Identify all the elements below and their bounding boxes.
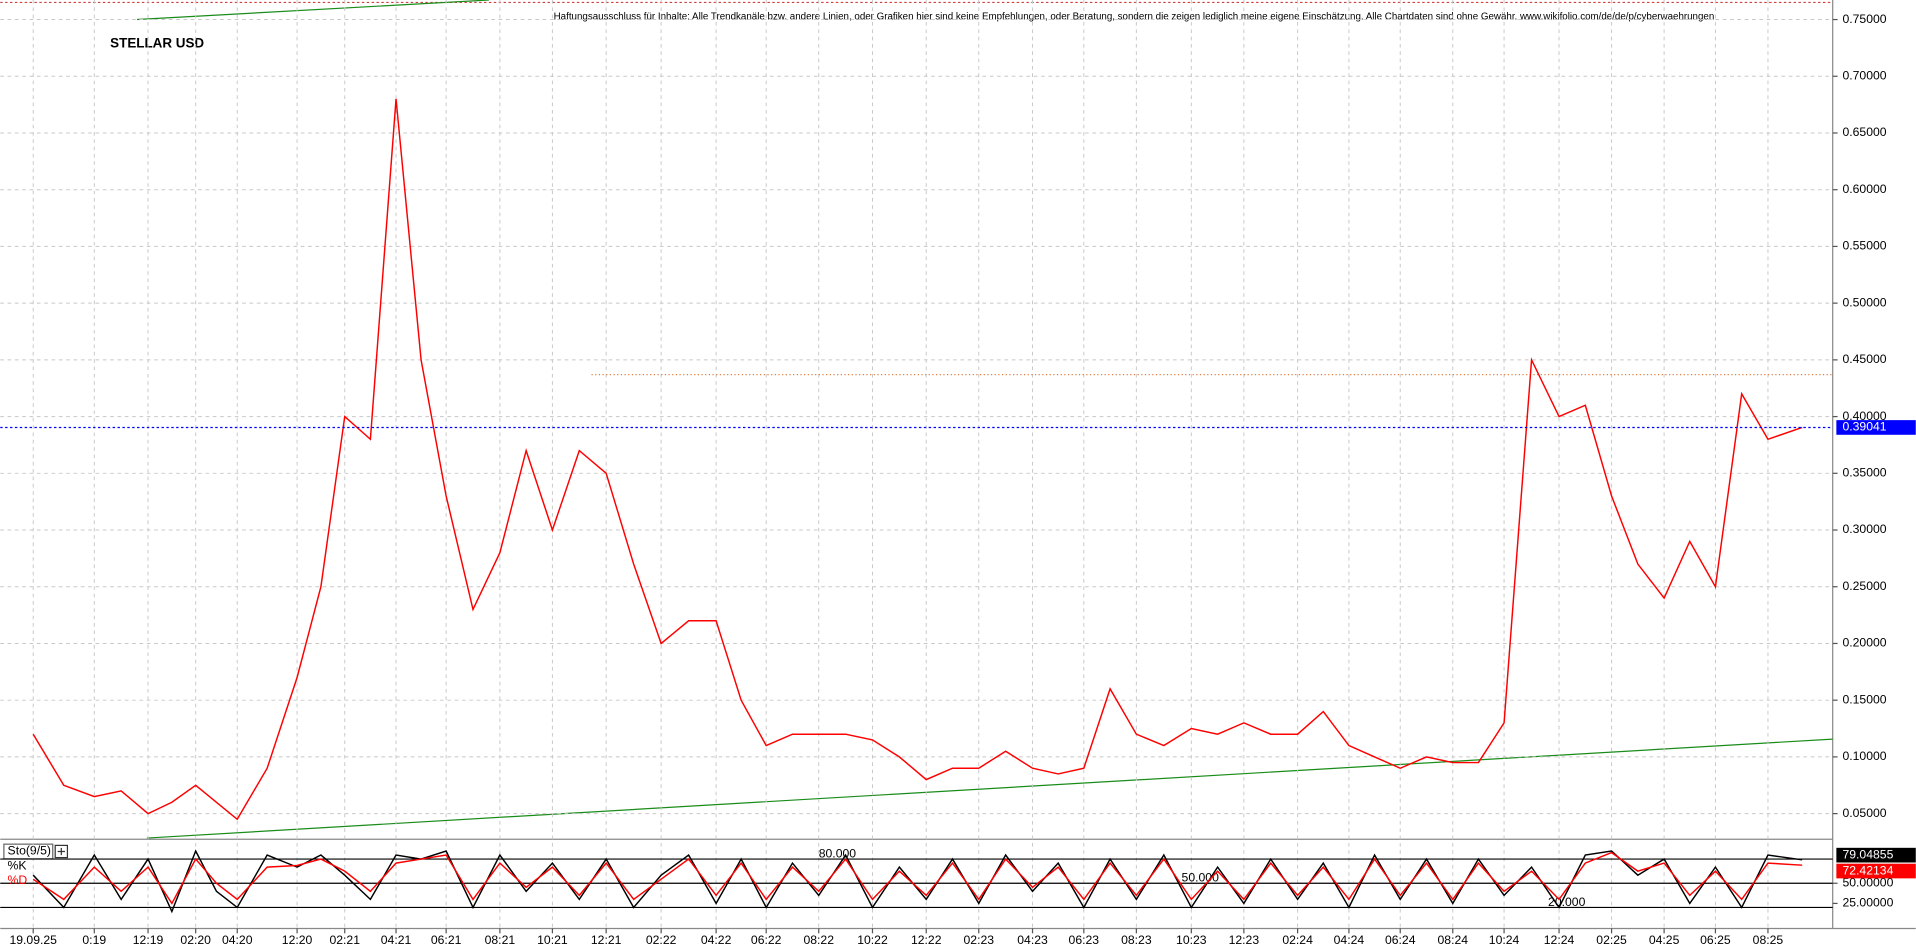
legend-label: %K — [8, 858, 27, 872]
level-label: 80.000 — [819, 846, 857, 860]
y-tick-label: 0.55000 — [1842, 239, 1886, 253]
x-tick-label: 04:23 — [1017, 933, 1048, 947]
level-label: 50.000 — [1182, 871, 1220, 885]
last-value-label: 72.42134 — [1842, 863, 1893, 877]
x-tick-label: 06:21 — [431, 933, 462, 947]
y-tick-label: 0.15000 — [1842, 692, 1886, 706]
x-tick-label: 04:25 — [1649, 933, 1680, 947]
x-tick-label: 12:24 — [1544, 933, 1575, 947]
price-line — [32, 98, 1803, 821]
y-tick-label: 0.70000 — [1842, 68, 1886, 82]
x-tick-label: 06:23 — [1069, 933, 1100, 947]
x-tick-label: 06:25 — [1700, 933, 1731, 947]
last-value-label: 79.04855 — [1842, 847, 1893, 861]
trendline — [146, 738, 1833, 839]
x-tick-label: 10:22 — [857, 933, 888, 947]
y-tick-label: 0.10000 — [1842, 749, 1886, 763]
x-tick-label: 08:25 — [1753, 933, 1784, 947]
y-tick-label: 25.00000 — [1842, 896, 1893, 910]
x-tick-label: 12:19 — [133, 933, 164, 947]
disclaimer: Haftungsausschluss für Inhalte: Alle Tre… — [554, 12, 1715, 23]
x-tick-label: 02:22 — [646, 933, 677, 947]
x-tick-label: 04:24 — [1334, 933, 1365, 947]
level-label: 20.000 — [1548, 895, 1586, 909]
y-tick-label: 0.65000 — [1842, 125, 1886, 139]
y-tick-label: 0.05000 — [1842, 806, 1886, 820]
x-tick-label: 12:21 — [591, 933, 622, 947]
y-tick-label: 0.25000 — [1842, 579, 1886, 593]
x-tick-label: 02:23 — [963, 933, 994, 947]
last-value-box — [1836, 863, 1916, 879]
x-tick-label: 02:25 — [1596, 933, 1627, 947]
legend-label: %D — [8, 873, 28, 887]
x-tick-label: 06:24 — [1385, 933, 1416, 947]
x-tick-label: 12:23 — [1229, 933, 1260, 947]
y-tick-label: 0.50000 — [1842, 295, 1886, 309]
stochastic-line — [32, 851, 1803, 905]
x-tick-label: 08:24 — [1437, 933, 1468, 947]
x-tick-label: 04:22 — [701, 933, 732, 947]
x-tick-label: 10:21 — [537, 933, 568, 947]
x-tick-label: 12:20 — [282, 933, 313, 947]
x-tick-label: 08:23 — [1121, 933, 1152, 947]
expand-icon — [57, 847, 65, 856]
x-tick-label: 10:24 — [1489, 933, 1520, 947]
y-tick-label: 0.75000 — [1842, 12, 1886, 26]
y-tick-label: 0.45000 — [1842, 352, 1886, 366]
y-tick-label: 50.00000 — [1842, 875, 1893, 889]
y-tick-label: 0.40000 — [1842, 409, 1886, 423]
x-tick-label: 12:22 — [911, 933, 942, 947]
x-tick-label: 06:22 — [751, 933, 782, 947]
x-tick-label: 04:21 — [381, 933, 412, 947]
current-price-label: 0.39041 — [1842, 420, 1886, 434]
y-tick-label: 0.20000 — [1842, 636, 1886, 650]
last-value-box — [1836, 847, 1916, 863]
x-tick-label: 0:19 — [82, 933, 106, 947]
x-tick-label: 08:22 — [803, 933, 834, 947]
x-tick-label: 02:20 — [180, 933, 211, 947]
y-tick-label: 0.60000 — [1842, 182, 1886, 196]
y-tick-label: 0.35000 — [1842, 466, 1886, 480]
x-tick-label: 02:21 — [329, 933, 360, 947]
indicator-title: Sto(9/5) — [8, 844, 51, 858]
chart-title: STELLAR USD — [110, 36, 204, 51]
x-tick-label: 02:24 — [1282, 933, 1313, 947]
current-price-box — [1836, 420, 1916, 435]
x-tick-label: 08:21 — [485, 933, 516, 947]
x-tick-label: 19.09.25 — [9, 933, 57, 947]
x-tick-label: 10:23 — [1176, 933, 1207, 947]
x-tick-label: 04:20 — [222, 933, 253, 947]
y-tick-label: 0.30000 — [1842, 522, 1886, 536]
